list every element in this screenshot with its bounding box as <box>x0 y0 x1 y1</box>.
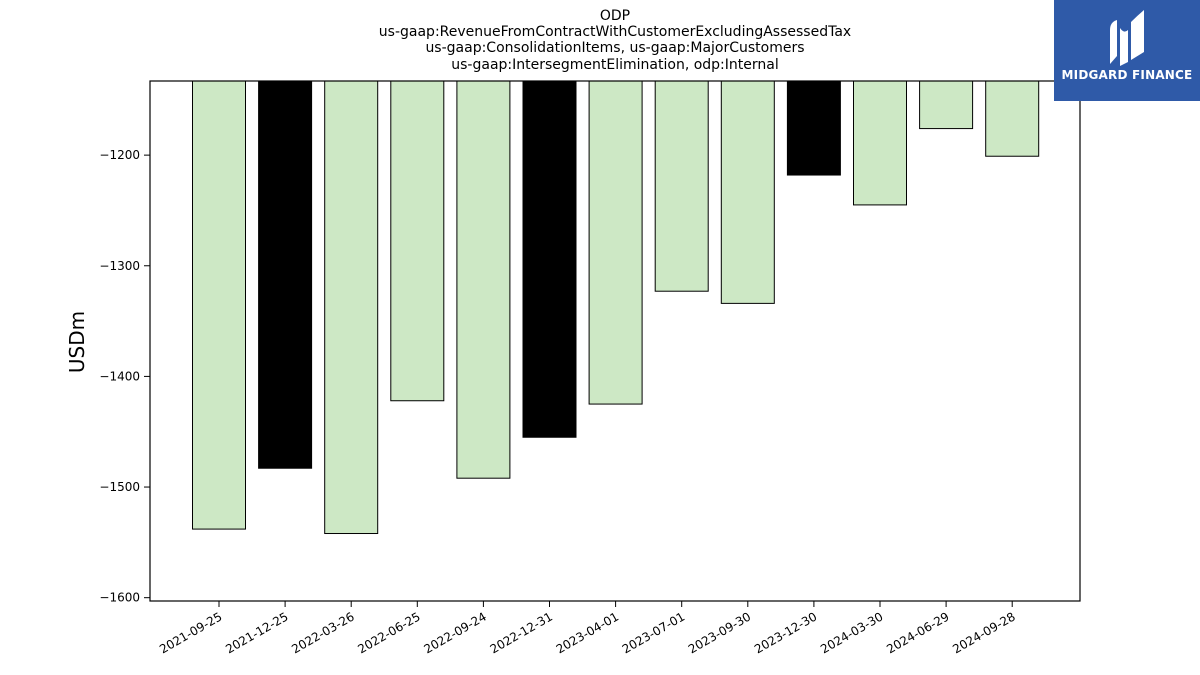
bar-2023-12-30 <box>786 80 841 176</box>
x-tick-label: 2024-06-29 <box>884 609 951 656</box>
bar-2024-09-28 <box>985 80 1040 157</box>
chart-title-line-3: us-gaap:ConsolidationItems, us-gaap:Majo… <box>425 40 804 56</box>
x-tick-label: 2024-03-30 <box>818 609 885 656</box>
bar-2022-03-26 <box>324 80 379 535</box>
y-tick-label: −1400 <box>99 369 140 383</box>
chart-title-line-2: us-gaap:RevenueFromContractWithCustomerE… <box>379 24 851 40</box>
bar-2024-06-29 <box>919 80 974 130</box>
bars-group <box>192 80 1040 535</box>
bar-2022-06-25 <box>390 80 445 402</box>
logo-text: MIDGARD FINANCE <box>1061 68 1193 82</box>
chart-title-line-4: us-gaap:IntersegmentElimination, odp:Int… <box>451 57 778 73</box>
x-tick-label: 2021-12-25 <box>223 609 290 656</box>
y-tick-label: −1200 <box>99 148 140 162</box>
x-tick-label: 2022-12-31 <box>488 609 555 656</box>
x-tick-label: 2022-03-26 <box>289 609 356 656</box>
x-tick-label: 2023-07-01 <box>620 609 687 656</box>
x-tick-label: 2022-09-24 <box>421 609 488 656</box>
bar-2021-12-25 <box>258 80 313 469</box>
x-axis-ticks: 2021-09-252021-12-252022-03-262022-06-25… <box>157 601 1018 656</box>
y-axis-ticks: −1200 −1300 −1400 −1500 −1600 <box>99 148 150 605</box>
bar-2021-09-25 <box>192 80 246 530</box>
chart-title-line-1: ODP <box>600 8 630 24</box>
bar-2023-07-01 <box>654 80 709 292</box>
midgard-logo-icon <box>1110 10 1144 66</box>
y-tick-label: −1600 <box>99 591 140 605</box>
x-tick-label: 2021-09-25 <box>157 609 224 656</box>
x-tick-label: 2022-06-25 <box>355 609 422 656</box>
plot-frame <box>149 80 1081 602</box>
x-tick-label: 2023-04-01 <box>554 609 621 656</box>
y-axis-label: USDm <box>65 311 89 373</box>
midgard-finance-logo: MIDGARD FINANCE <box>1054 0 1200 101</box>
x-tick-label: 2024-09-28 <box>950 609 1017 656</box>
bar-2022-09-24 <box>456 80 511 479</box>
x-tick-label: 2023-09-30 <box>686 609 753 656</box>
bar-2024-03-30 <box>853 80 907 206</box>
y-tick-label: −1300 <box>99 259 140 273</box>
bar-2023-04-01 <box>588 80 643 405</box>
x-tick-label: 2023-12-30 <box>752 609 819 656</box>
chart-title: ODP us-gaap:RevenueFromContractWithCusto… <box>379 8 851 73</box>
bar-2022-12-31 <box>522 80 577 438</box>
bar-2023-09-30 <box>720 80 775 304</box>
y-tick-label: −1500 <box>99 480 140 494</box>
